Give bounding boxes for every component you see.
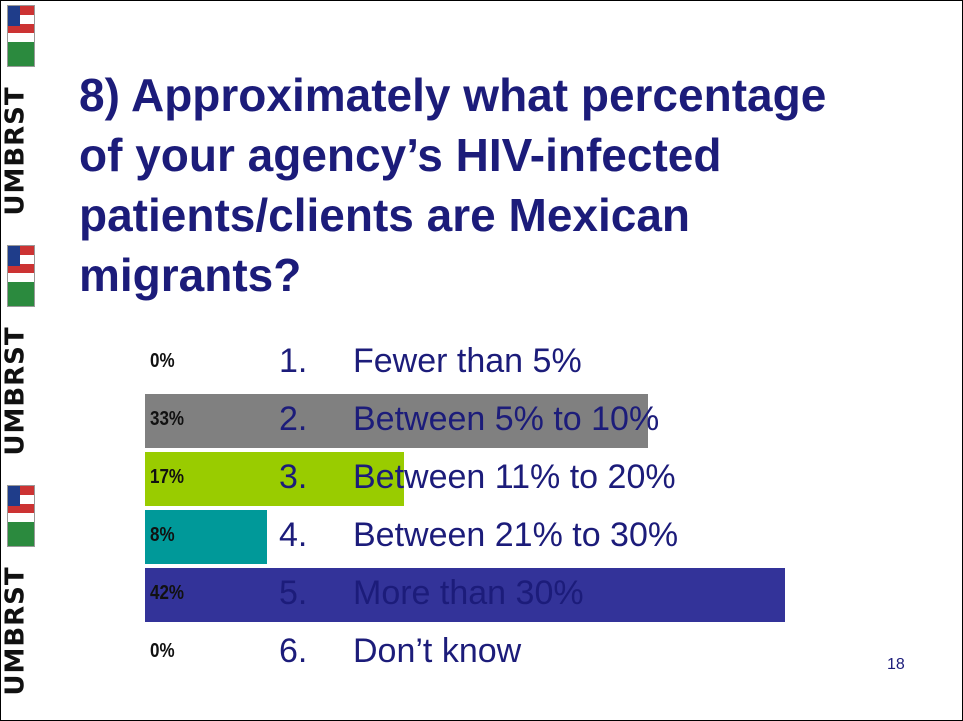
option-number-5: 5. (279, 574, 308, 612)
option-number-3: 3. (279, 458, 308, 496)
umbrst-logo: UMBRST (1, 481, 51, 720)
option-number-4: 4. (279, 516, 308, 554)
percent-label-3: 17% (150, 466, 185, 488)
flag-icon (7, 5, 35, 67)
logo-text: UMBRST (1, 326, 32, 456)
option-label-6: Don’t know (353, 632, 522, 670)
option-number-6: 6. (279, 632, 308, 670)
option-label-3: Between 11% to 20% (353, 458, 676, 496)
response-bar-4 (145, 510, 267, 564)
slide-title: 8) Approximately what percentage of your… (79, 69, 827, 301)
flag-icon (7, 485, 35, 547)
option-number-1: 1. (279, 342, 308, 380)
option-label-4: Between 21% to 30% (353, 516, 679, 554)
logo-strip: UMBRST UMBRST UMBRST (1, 1, 51, 720)
option-label-5: More than 30% (353, 574, 584, 612)
response-bar-2 (145, 394, 648, 448)
flag-icon (7, 245, 35, 307)
percent-label-5: 42% (150, 582, 185, 604)
response-bar-5 (145, 568, 785, 622)
percent-label-6: 0% (150, 640, 175, 662)
percent-label-1: 0% (150, 350, 175, 372)
logo-text: UMBRST (1, 566, 32, 696)
percent-label-4: 8% (150, 524, 175, 546)
umbrst-logo: UMBRST (1, 1, 51, 241)
percent-label-2: 33% (150, 408, 185, 430)
option-label-1: Fewer than 5% (353, 342, 582, 380)
umbrst-logo: UMBRST (1, 241, 51, 481)
option-label-2: Between 5% to 10% (353, 400, 660, 438)
slide-number: 18 (887, 656, 905, 673)
response-bar-3 (145, 452, 404, 506)
option-number-2: 2. (279, 400, 308, 438)
logo-text: UMBRST (1, 86, 32, 216)
